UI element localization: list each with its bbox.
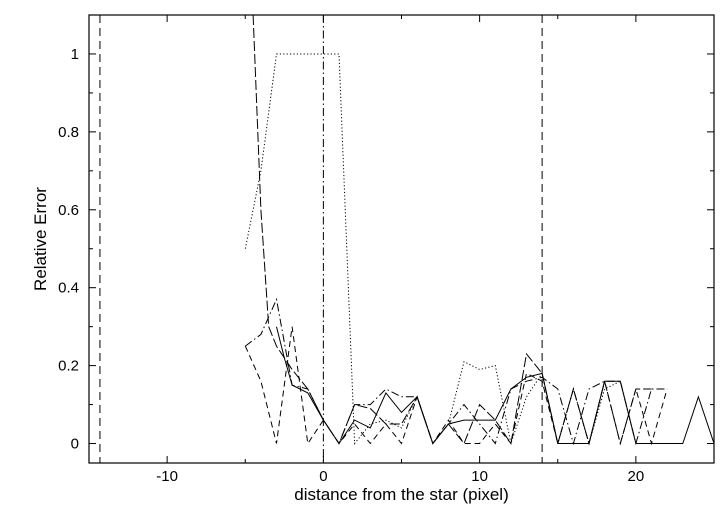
- series-lines: [244, 15, 714, 446]
- y-axis-ticks: 0 0.2 0.4 0.6 0.8 1: [58, 14, 714, 453]
- series-line-4: [245, 297, 668, 446]
- y-tick-label: 0: [71, 436, 79, 453]
- x-tick-label: 0: [319, 468, 327, 485]
- y-axis-label: Relative Error: [31, 187, 50, 291]
- plot-frame: [88, 14, 715, 464]
- y-tick-label: 1: [71, 46, 79, 63]
- y-tick-label: 0.4: [58, 280, 79, 297]
- x-tick-label: 10: [471, 468, 488, 485]
- reference-lines: [99, 15, 543, 463]
- x-axis-ticks: -10 0 10 20: [88, 15, 715, 485]
- x-axis-label: distance from the star (pixel): [294, 485, 508, 504]
- y-tick-label: 0.8: [58, 124, 79, 141]
- y-tick-label: 0.6: [58, 202, 79, 219]
- series-line-1: [244, 53, 637, 446]
- series-line-2: [252, 15, 652, 446]
- y-tick-label: 0.2: [58, 358, 79, 375]
- series-line-5: [276, 326, 714, 445]
- x-tick-label: 20: [628, 468, 645, 485]
- x-tick-label: -10: [156, 468, 178, 485]
